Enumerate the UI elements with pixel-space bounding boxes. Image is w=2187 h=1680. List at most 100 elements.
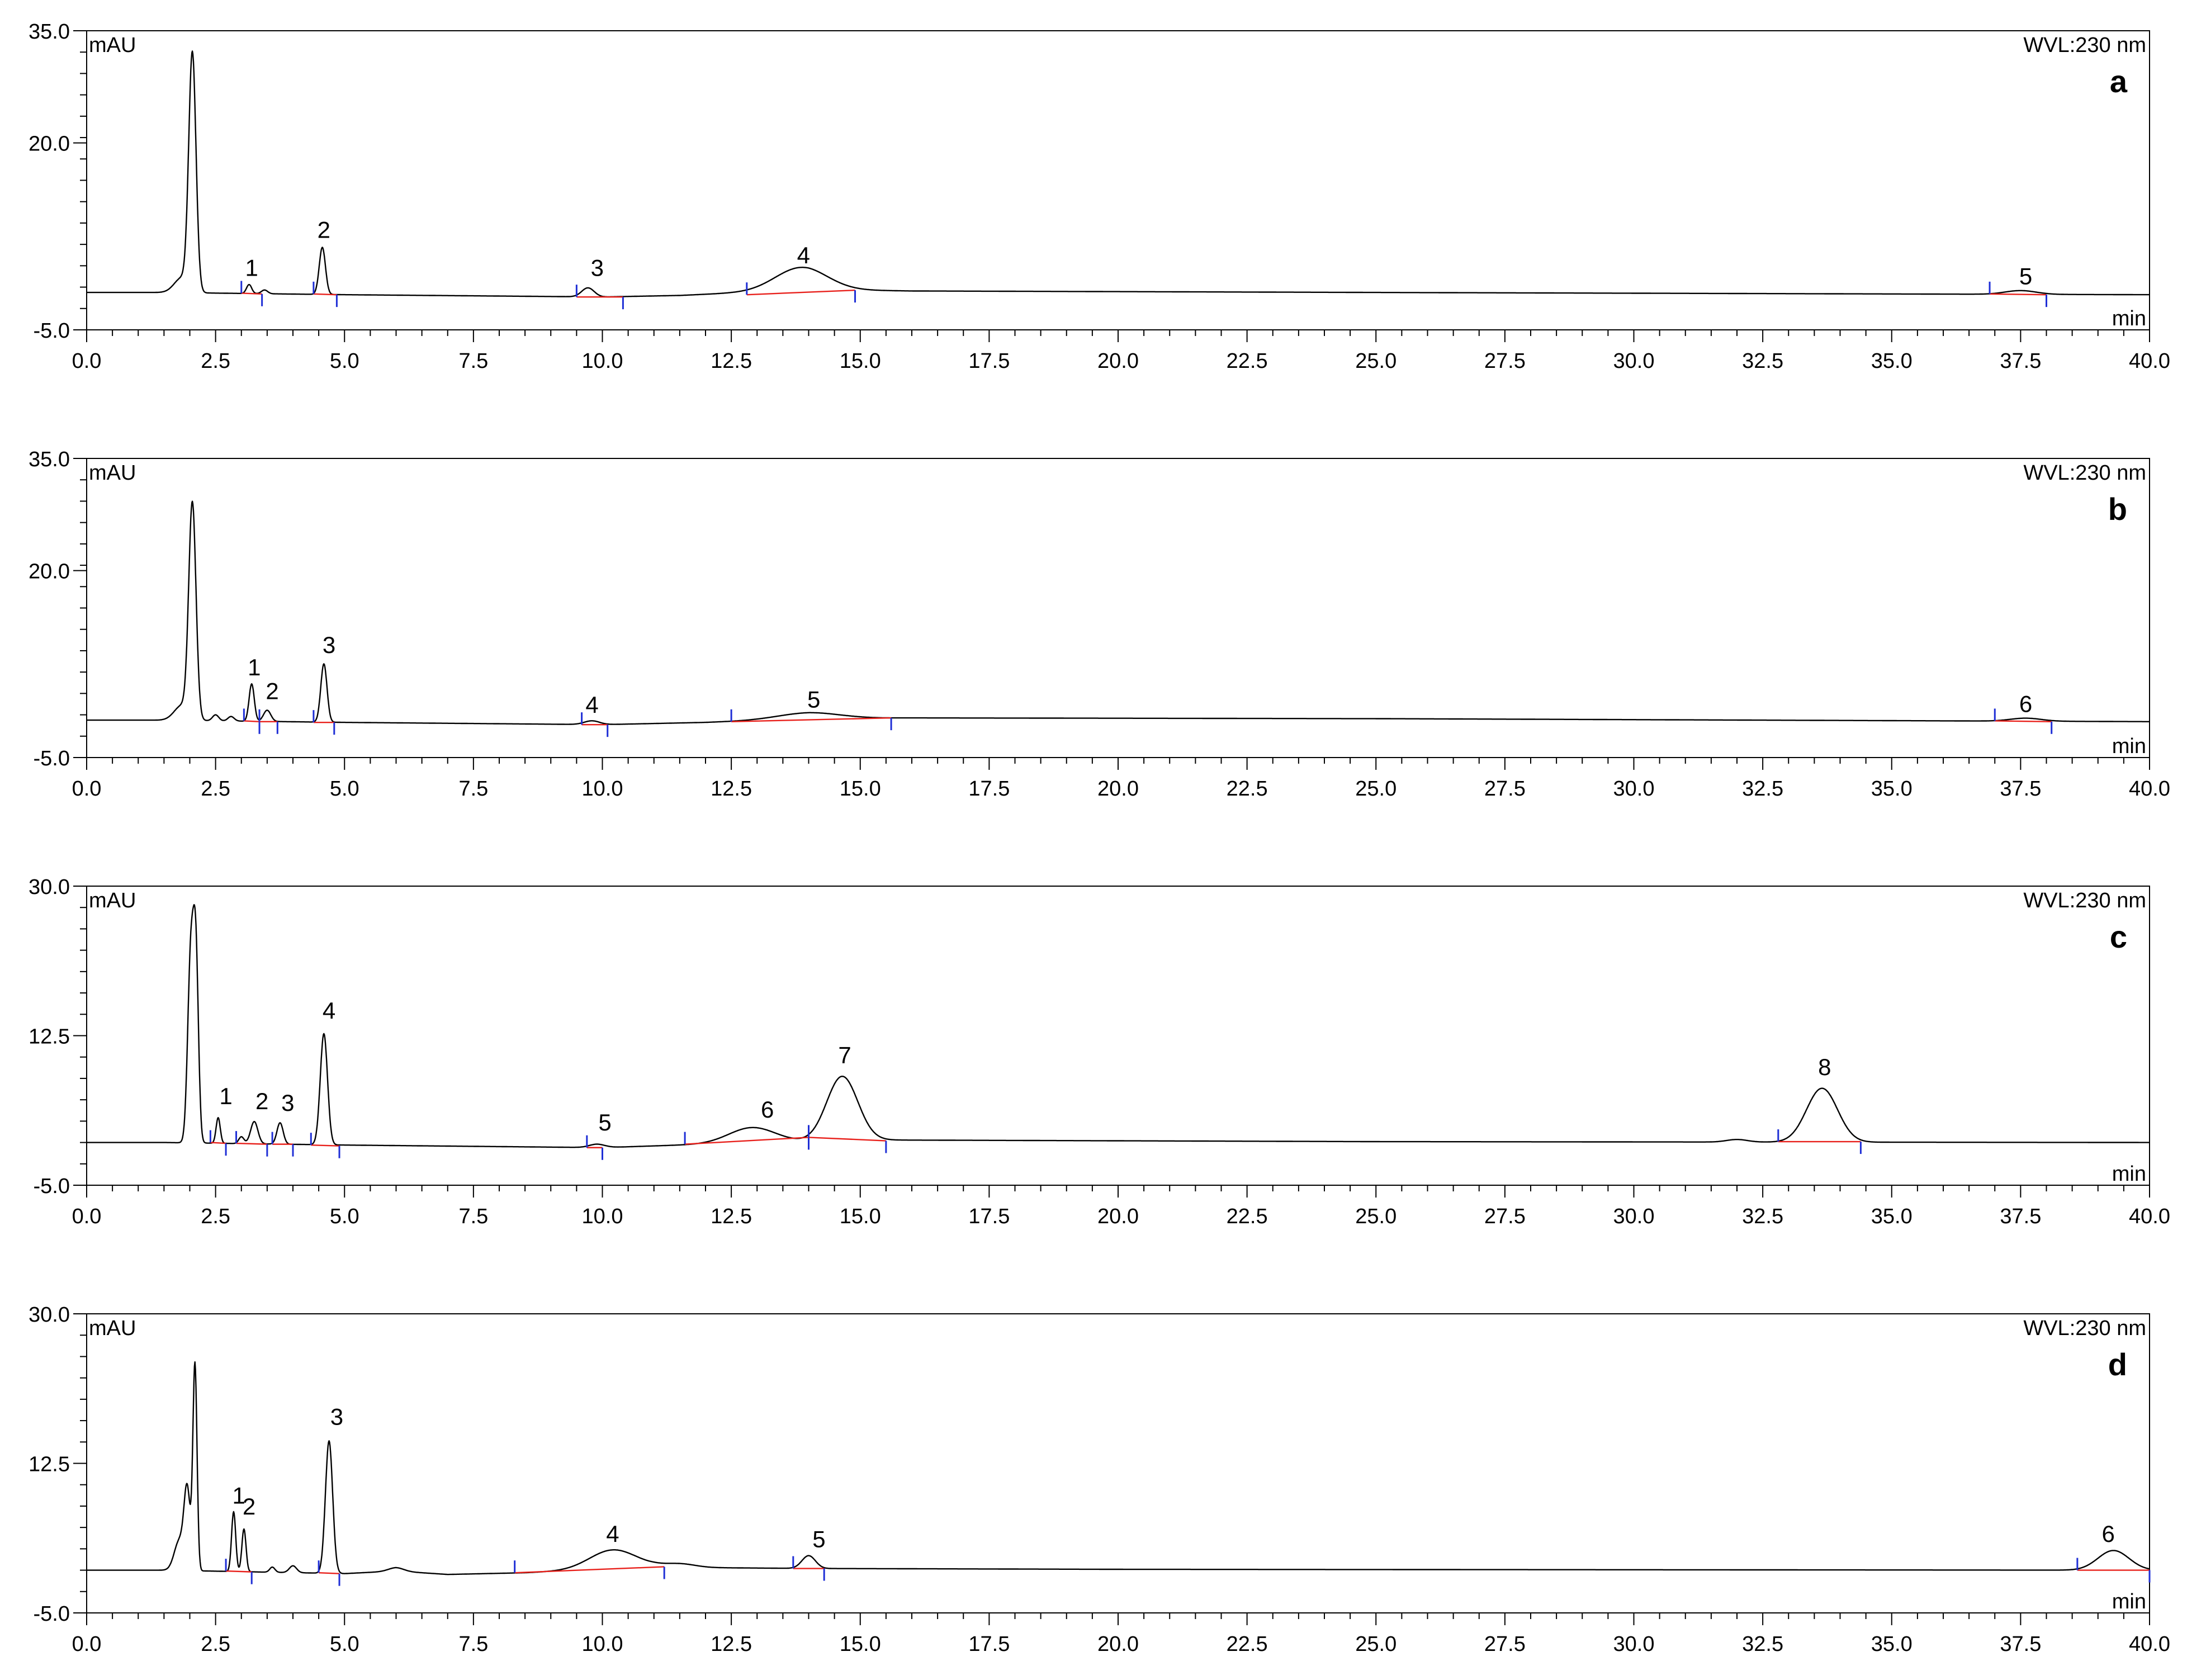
wavelength-label: WVL:230 nm <box>2023 1317 2146 1340</box>
x-tick-label: 25.0 <box>1355 349 1397 373</box>
y-tick-label: 30.0 <box>29 1303 70 1327</box>
x-tick-label: 32.5 <box>1742 1632 1783 1656</box>
peak-label: 6 <box>2019 690 2032 717</box>
integration-baseline <box>808 1137 886 1142</box>
plot-frame <box>86 30 2150 330</box>
y-tick-label: 12.5 <box>29 1025 70 1049</box>
peak-label: 2 <box>318 216 330 243</box>
x-tick-label: 27.5 <box>1484 777 1526 801</box>
x-tick-label: 15.0 <box>840 1205 881 1228</box>
x-unit-label: min <box>2112 735 2146 758</box>
x-tick-label: 17.5 <box>968 1632 1010 1656</box>
y-unit-label: mAU <box>89 889 136 912</box>
x-unit-label: min <box>2112 1590 2146 1613</box>
integration-baseline <box>311 1144 340 1147</box>
x-tick-label: 2.5 <box>201 777 230 801</box>
x-tick-label: 22.5 <box>1227 349 1268 373</box>
panel-letter: a <box>2110 64 2128 99</box>
x-tick-label: 5.0 <box>330 777 359 801</box>
x-tick-label: 32.5 <box>1742 1205 1783 1228</box>
x-tick-label: 5.0 <box>330 1632 359 1656</box>
x-tick-label: 27.5 <box>1484 349 1526 373</box>
x-tick-label: 37.5 <box>2000 777 2041 801</box>
plot-frame <box>86 458 2150 758</box>
y-tick-label: 12.5 <box>29 1453 70 1476</box>
y-tick-label: -5.0 <box>34 319 70 343</box>
wavelength-label: WVL:230 nm <box>2023 889 2146 912</box>
peak-label: 2 <box>243 1493 255 1520</box>
panel-letter: b <box>2108 491 2127 527</box>
peak-label: 3 <box>591 255 604 281</box>
peak-label: 4 <box>323 997 335 1024</box>
x-tick-label: 22.5 <box>1227 777 1268 801</box>
peak-label: 1 <box>219 1083 232 1109</box>
y-tick-label: 35.0 <box>29 448 70 471</box>
panel-d: -5.0 12.5 30.0 0.0 2.5 5.0 7.5 10.0 12.5 15.0 17.5… <box>29 1303 2170 1656</box>
panel-a: -5.0 20.0 35.0 0.0 2.5 5.0 7.5 10.0 12.5 15.0 17.5… <box>29 20 2170 373</box>
x-tick-label: 25.0 <box>1355 1205 1397 1228</box>
x-tick-label: 15.0 <box>840 1632 881 1656</box>
peak-label: 3 <box>281 1090 294 1116</box>
x-tick-label: 0.0 <box>72 349 102 373</box>
y-tick-label: -5.0 <box>34 747 70 770</box>
x-tick-label: 20.0 <box>1097 1205 1139 1228</box>
x-tick-label: 37.5 <box>2000 349 2041 373</box>
x-tick-label: 35.0 <box>1871 1205 1913 1228</box>
peak-label: 4 <box>585 692 598 718</box>
peak-label: 1 <box>245 255 258 281</box>
integration-baseline <box>685 1137 809 1145</box>
x-tick-label: 27.5 <box>1484 1205 1526 1228</box>
x-tick-label: 2.5 <box>201 349 230 373</box>
x-tick-label: 40.0 <box>2129 1632 2170 1656</box>
x-tick-label: 32.5 <box>1742 777 1783 801</box>
y-unit-label: mAU <box>89 1317 136 1340</box>
chromatogram-trace <box>86 1361 2150 1575</box>
peak-label: 3 <box>323 632 335 658</box>
x-tick-label: 12.5 <box>711 777 752 801</box>
y-tick-label: -5.0 <box>34 1602 70 1626</box>
integration-baseline <box>210 1142 226 1144</box>
peak-label: 6 <box>761 1096 774 1123</box>
x-tick-label: 35.0 <box>1871 777 1913 801</box>
x-tick-label: 22.5 <box>1227 1205 1268 1228</box>
peak-label: 5 <box>807 686 820 712</box>
x-tick-label: 0.0 <box>72 777 102 801</box>
integration-baseline <box>319 1572 340 1574</box>
integration-baseline <box>514 1566 665 1574</box>
y-tick-label: 30.0 <box>29 876 70 899</box>
integration-baseline <box>731 717 892 722</box>
peak-label: 2 <box>255 1088 268 1114</box>
x-tick-label: 15.0 <box>840 349 881 373</box>
x-tick-label: 20.0 <box>1097 777 1139 801</box>
wavelength-label: WVL:230 nm <box>2023 461 2146 485</box>
y-tick-label: 20.0 <box>29 560 70 584</box>
panel-letter: c <box>2110 919 2127 954</box>
x-tick-label: 5.0 <box>330 1205 359 1228</box>
integration-baseline <box>241 292 262 295</box>
x-tick-label: 30.0 <box>1613 1205 1655 1228</box>
x-tick-label: 30.0 <box>1613 777 1655 801</box>
peak-label: 8 <box>1818 1054 1831 1080</box>
x-tick-label: 27.5 <box>1484 1632 1526 1656</box>
x-tick-label: 35.0 <box>1871 349 1913 373</box>
panel-letter: d <box>2108 1347 2127 1382</box>
x-tick-label: 10.0 <box>582 777 623 801</box>
x-tick-label: 0.0 <box>72 1632 102 1656</box>
peak-label: 1 <box>248 654 261 680</box>
x-tick-label: 20.0 <box>1097 349 1139 373</box>
chromatogram-trace <box>86 500 2150 725</box>
x-tick-label: 32.5 <box>1742 349 1783 373</box>
panel-c: -5.0 12.5 30.0 0.0 2.5 5.0 7.5 10.0 12.5 15.0 17.5… <box>29 876 2170 1228</box>
x-tick-label: 0.0 <box>72 1205 102 1228</box>
x-tick-label: 7.5 <box>458 1205 488 1228</box>
x-tick-label: 10.0 <box>582 1205 623 1228</box>
peak-label: 7 <box>838 1042 851 1068</box>
y-tick-label: 35.0 <box>29 20 70 44</box>
panel-b: -5.0 20.0 35.0 0.0 2.5 5.0 7.5 10.0 12.5 15.0 17.5… <box>29 448 2170 801</box>
integration-baseline <box>1990 293 2047 296</box>
x-tick-label: 10.0 <box>582 1632 623 1656</box>
x-tick-label: 20.0 <box>1097 1632 1139 1656</box>
x-tick-label: 22.5 <box>1227 1632 1268 1656</box>
